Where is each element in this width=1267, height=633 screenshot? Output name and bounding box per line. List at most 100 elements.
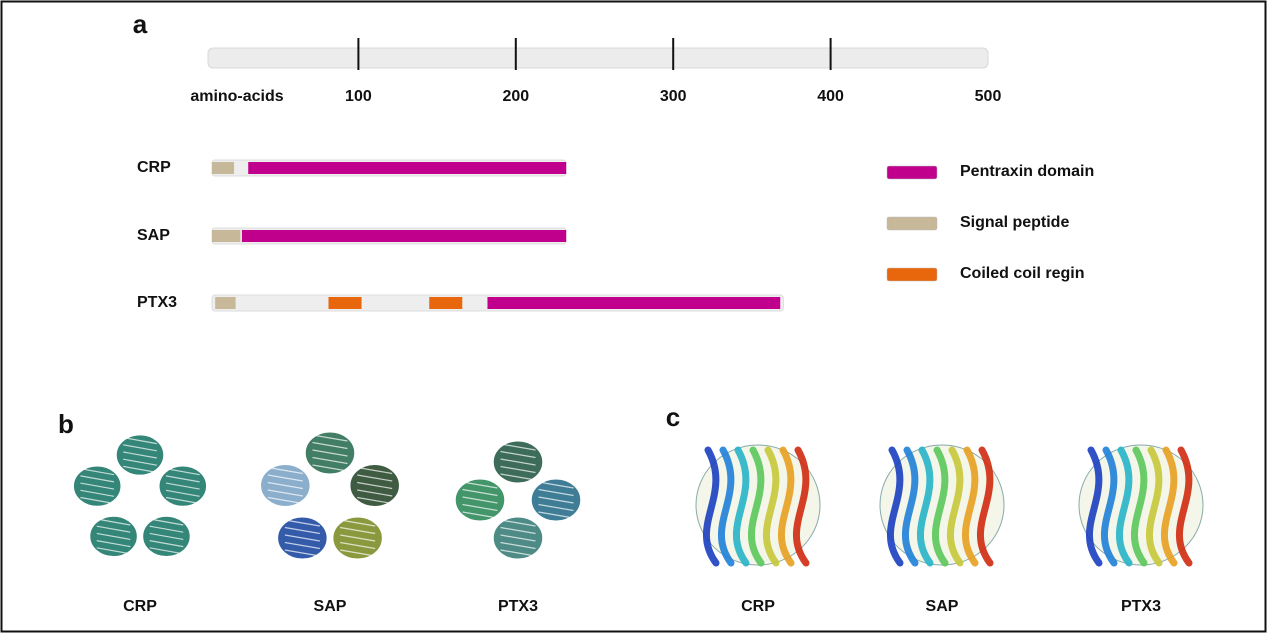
strand — [778, 446, 795, 567]
domain — [212, 162, 235, 174]
strand — [267, 474, 303, 482]
strand — [165, 489, 200, 497]
panel-label: b — [58, 409, 74, 439]
strand — [538, 481, 574, 489]
strand — [80, 496, 115, 505]
strand — [1146, 446, 1163, 567]
scale-tick-label: 500 — [975, 88, 1002, 105]
strand — [462, 496, 498, 504]
strand — [149, 532, 184, 540]
scale-label: amino-acids — [190, 88, 283, 105]
strand — [165, 496, 200, 505]
strand — [357, 481, 393, 490]
panel-label: a — [133, 9, 148, 39]
scale-tick-label: 400 — [817, 88, 844, 105]
strand — [932, 446, 949, 567]
legend-label: Coiled coil regin — [960, 265, 1084, 282]
protein-name: CRP — [137, 159, 171, 176]
legend-swatch — [886, 267, 938, 282]
strand — [500, 541, 536, 550]
strand — [96, 540, 131, 548]
strand — [340, 549, 376, 557]
domain — [215, 297, 236, 309]
strand — [312, 441, 348, 450]
strand — [340, 519, 376, 527]
strand — [96, 547, 131, 555]
strand — [500, 450, 536, 459]
strand — [165, 475, 200, 483]
strand — [500, 465, 536, 474]
strand — [96, 518, 131, 526]
structure-caption: PTX3 — [1121, 598, 1161, 615]
domain — [212, 230, 241, 242]
strand — [80, 468, 115, 476]
domain — [241, 230, 567, 242]
scale-tick-label: 100 — [345, 88, 372, 105]
strand — [462, 488, 498, 497]
strand — [538, 503, 574, 512]
strand — [500, 549, 536, 557]
strand — [500, 473, 536, 481]
strand — [267, 489, 303, 497]
legend-swatch — [886, 165, 938, 180]
structure-caption: SAP — [314, 598, 347, 615]
strand — [267, 466, 303, 475]
strand — [149, 540, 184, 548]
strand — [1176, 446, 1193, 567]
strand — [500, 443, 536, 451]
strand — [500, 458, 536, 466]
strand — [462, 481, 498, 489]
protein-name: PTX3 — [137, 294, 177, 311]
strand — [1101, 446, 1118, 567]
strand — [718, 446, 735, 567]
domain — [487, 297, 781, 309]
strand — [267, 481, 303, 490]
strand — [284, 549, 320, 557]
strand — [793, 446, 810, 567]
strand — [123, 458, 157, 466]
structure-caption: PTX3 — [498, 598, 538, 615]
strand — [500, 526, 536, 535]
strand — [149, 525, 184, 533]
strand — [1086, 446, 1103, 567]
strand — [123, 465, 157, 473]
strand — [1131, 446, 1148, 567]
strand — [917, 446, 934, 567]
strand — [962, 446, 979, 567]
strand — [538, 488, 574, 497]
strand — [312, 456, 348, 465]
strand — [462, 503, 498, 512]
strand — [80, 489, 115, 497]
strand — [80, 475, 115, 483]
strand — [538, 496, 574, 504]
strand — [1116, 446, 1133, 567]
strand — [748, 446, 765, 567]
scale-tick-label: 300 — [660, 88, 687, 105]
structures — [72, 431, 1204, 567]
strand — [357, 496, 393, 505]
domain — [328, 297, 362, 309]
strand — [947, 446, 964, 567]
strand — [284, 534, 320, 542]
strand — [165, 482, 200, 490]
strand — [500, 534, 536, 542]
strand — [267, 496, 303, 505]
strand — [977, 446, 994, 567]
strand — [902, 446, 919, 567]
strand — [149, 547, 184, 555]
strand — [703, 446, 720, 567]
strand — [763, 446, 780, 567]
structure-caption: SAP — [926, 598, 959, 615]
protein-name: SAP — [137, 227, 170, 244]
strand — [80, 482, 115, 490]
strand — [96, 525, 131, 533]
strand — [284, 526, 320, 535]
strand — [340, 526, 376, 535]
structure-caption: CRP — [741, 598, 775, 615]
strand — [357, 466, 393, 475]
legend-swatch — [886, 216, 938, 231]
strand — [123, 444, 157, 452]
scale-tick-label: 200 — [502, 88, 529, 105]
